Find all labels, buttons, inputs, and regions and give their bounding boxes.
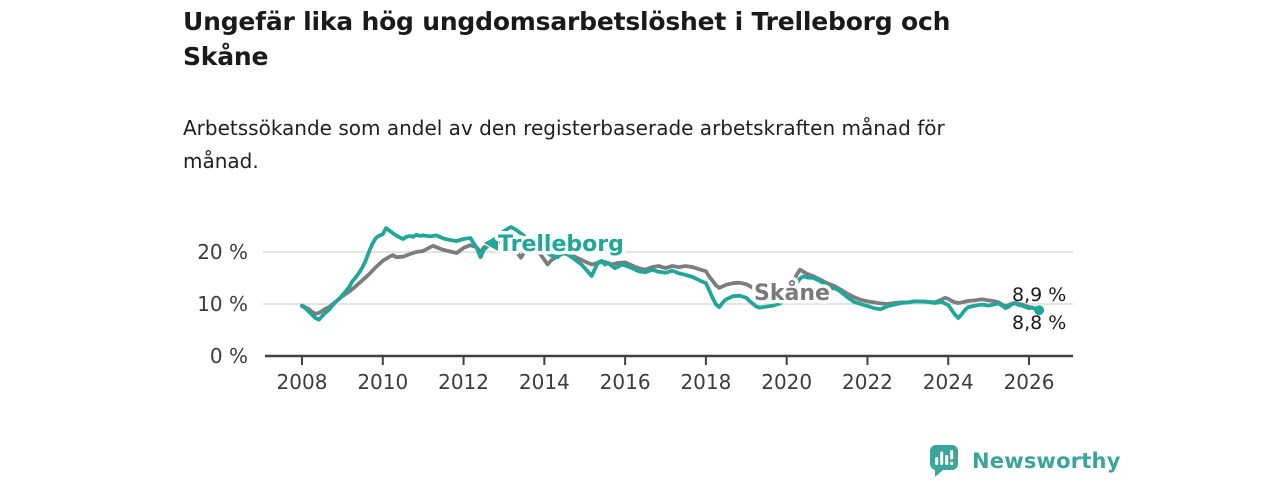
page-title-line: Ungefär lika hög ungdomsarbetslöshet i T… bbox=[183, 7, 951, 36]
chart-subtitle-line: månad. bbox=[183, 149, 259, 173]
chart-subtitle: Arbetssökande som andel av den registerb… bbox=[183, 112, 945, 178]
brand-footer: Newsworthy bbox=[929, 444, 1121, 478]
y-tick-label: 0 % bbox=[210, 344, 248, 368]
series-line-skane bbox=[300, 238, 1041, 316]
x-tick-label: 2022 bbox=[842, 370, 893, 394]
y-tick-label: 20 % bbox=[197, 240, 248, 264]
x-tick-label: 2018 bbox=[680, 370, 731, 394]
series-end-dot-trelleborg bbox=[1034, 305, 1045, 316]
series-label-arrow bbox=[481, 232, 500, 254]
x-tick-label: 2008 bbox=[277, 370, 328, 394]
x-tick-label: 2020 bbox=[761, 370, 812, 394]
x-tick-label: 2024 bbox=[923, 370, 974, 394]
y-tick-label: 10 % bbox=[197, 292, 248, 316]
x-tick-label: 2014 bbox=[519, 370, 570, 394]
page-title-line: Skåne bbox=[183, 42, 269, 71]
series-line-trelleborg bbox=[300, 225, 1041, 322]
chart-subtitle-line: Arbetssökande som andel av den registerb… bbox=[183, 116, 945, 140]
x-tick-label: 2026 bbox=[1004, 370, 1055, 394]
series-label-trelleborg: Trelleborg bbox=[498, 232, 624, 257]
brand-name: Newsworthy bbox=[972, 449, 1121, 473]
x-tick-label: 2012 bbox=[438, 370, 489, 394]
x-tick-label: 2010 bbox=[357, 370, 408, 394]
x-tick-label: 2016 bbox=[600, 370, 651, 394]
page-title: Ungefär lika hög ungdomsarbetslöshet i T… bbox=[183, 4, 950, 74]
end-value-label-skane: 8,9 % bbox=[1012, 284, 1066, 306]
end-value-label-trelleborg: 8,8 % bbox=[1012, 312, 1066, 334]
series-label-skane: Skåne bbox=[754, 280, 830, 306]
bar-chart-speech-bubble-icon bbox=[929, 445, 958, 477]
